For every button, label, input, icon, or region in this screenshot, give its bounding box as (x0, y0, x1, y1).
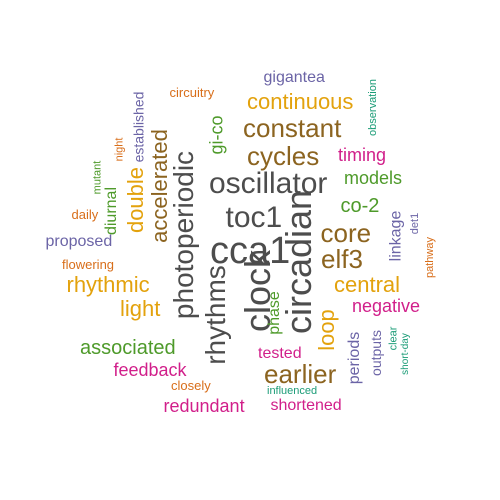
word-diurnal: diurnal (103, 186, 121, 236)
word-night: night (113, 137, 126, 161)
word-oscillator: oscillator (209, 167, 328, 200)
word-gigantea: gigantea (263, 69, 325, 86)
word-elf3: elf3 (321, 244, 363, 274)
word-double: double (123, 166, 149, 234)
word-redundant: redundant (163, 396, 245, 416)
word-light: light (120, 296, 161, 321)
word-constant: constant (243, 113, 342, 143)
word-pathway: pathway (423, 236, 436, 278)
word-proposed: proposed (45, 233, 113, 250)
word-co-2: co-2 (340, 195, 380, 217)
word-accelerated: accelerated (146, 129, 172, 243)
word-observation: observation (366, 78, 379, 136)
word-established: established (129, 91, 146, 163)
word-cca1: cca1 (210, 230, 291, 272)
word-negative: negative (352, 296, 421, 316)
word-feedback: feedback (113, 360, 187, 380)
word-linkage: linkage (386, 210, 404, 262)
word-closely: closely (171, 377, 211, 393)
word-toc1: toc1 (225, 201, 283, 234)
word-det1: det1 (408, 212, 421, 234)
word-associated: associated (80, 337, 176, 359)
word-periods: periods (346, 331, 364, 385)
word-influenced: influenced (267, 384, 318, 397)
word-photoperiodic: photoperiodic (168, 150, 200, 320)
word-loop: loop (313, 309, 339, 351)
word-timing: timing (338, 145, 387, 165)
word-rhythms: rhythms (199, 265, 231, 365)
word-rhythmic: rhythmic (66, 272, 150, 297)
word-gi-co: gi-co (206, 115, 227, 155)
word-tested: tested (258, 345, 302, 362)
word-flowering: flowering (62, 256, 115, 272)
word-cycles: cycles (247, 141, 320, 171)
word-short-day: short-day (399, 333, 411, 375)
word-core: core (320, 218, 372, 248)
word-outputs: outputs (367, 330, 384, 376)
word-earlier: earlier (264, 359, 337, 389)
word-mutant: mutant (91, 160, 104, 194)
word-phase: phase (265, 291, 283, 335)
word-continuous: continuous (247, 89, 354, 114)
word-daily: daily (71, 206, 99, 222)
word-models: models (344, 168, 403, 188)
word-circuitry: circuitry (169, 84, 215, 100)
word-clear: clear (387, 326, 400, 350)
word-shortened: shortened (270, 397, 342, 414)
word-central: central (334, 272, 401, 297)
